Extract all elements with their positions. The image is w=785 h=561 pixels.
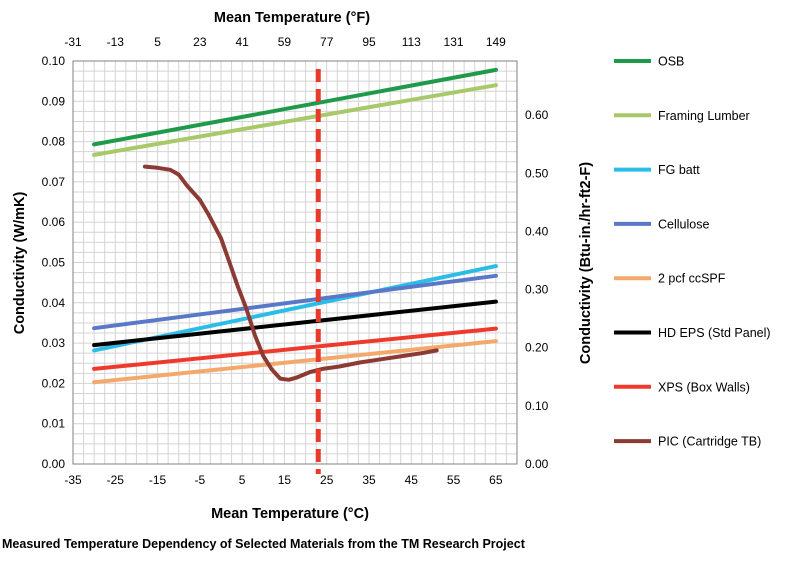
y-axis-title: Conductivity (W/mK) [12,192,28,335]
tick-labels: -35 -25 -15 -5 5 15 25 35 45 55 65 -31 -13 5 23 41 59 77 9… [42,35,549,487]
legend-label-2-pcf-ccspf: 2 pcf ccSPF [658,272,726,286]
legend-label-framing-lumber: Framing Lumber [658,109,750,123]
y-tick-label: 0.08 [42,135,66,149]
y-tick-label: 0.10 [42,54,66,68]
top-x-axis-title: Mean Temperature (°F) [214,10,370,26]
right-y-tick-label: 0.40 [525,224,549,238]
x-tick-label: -25 [107,473,125,487]
x-tick-label: 5 [239,473,246,487]
series-line-hd-eps-std-panel [92,299,498,348]
right-y-tick-label: 0.20 [525,341,549,355]
x-tick-label: 15 [278,473,292,487]
top-x-tick-label: 59 [278,35,292,49]
top-x-tick-label: 41 [235,35,249,49]
y-tick-label: 0.05 [42,256,66,270]
top-x-tick-label: 113 [402,35,421,49]
legend-label-hd-eps-std-panel: HD EPS (Std Panel) [658,326,771,340]
x-tick-label: 55 [447,473,461,487]
top-x-tick-label: -13 [107,35,125,49]
y-tick-label: 0.04 [42,296,66,310]
y-tick-label: 0.00 [42,457,66,471]
series-line-framing-lumber [92,83,498,157]
legend-label-cellulose: Cellulose [658,217,709,231]
x-tick-label: -15 [149,473,167,487]
right-y-axis-title: Conductivity (Btu-in./hr-ft2-F) [578,162,594,364]
y-tick-label: 0.02 [42,376,66,390]
x-tick-label: 65 [489,473,503,487]
x-axis-title: Mean Temperature (°C) [211,506,369,522]
series-layer [92,67,498,385]
top-x-tick-label: -31 [64,35,82,49]
right-y-tick-label: 0.50 [525,166,549,180]
x-tick-label: 25 [320,473,334,487]
right-y-tick-label: 0.60 [525,108,549,122]
series-line-2-pcf-ccspf [92,339,498,385]
y-tick-label: 0.01 [42,417,66,431]
x-tick-label: -5 [195,473,206,487]
y-tick-label: 0.03 [42,336,66,350]
right-y-tick-label: 0.10 [525,399,549,413]
figure-caption: Measured Temperature Dependency of Selec… [2,537,525,551]
x-tick-label: 35 [362,473,376,487]
top-x-tick-label: 131 [444,35,464,49]
legend: OSB Framing Lumber FG batt Cellulose 2 pcf c… [614,55,771,449]
x-tick-label: 45 [405,473,419,487]
series-line-osb [92,67,498,147]
series-line-cellulose [92,273,498,331]
plot-area [72,60,518,465]
right-y-tick-label: 0.30 [525,283,549,297]
legend-label-osb: OSB [658,55,684,69]
y-tick-label: 0.07 [42,175,66,189]
x-tick-label: -35 [64,473,82,487]
top-x-tick-label: 5 [154,35,161,49]
y-tick-label: 0.09 [42,94,66,108]
series-line-pic-cartridge-tb [142,164,439,382]
y-tick-label: 0.06 [42,215,66,229]
legend-label-pic-cartridge-tb: PIC (Cartridge TB) [658,435,761,449]
right-y-tick-label: 0.00 [525,457,549,471]
top-x-tick-label: 23 [193,35,207,49]
series-line-xps-box-walls [92,326,498,371]
top-x-tick-label: 77 [320,35,334,49]
top-x-tick-label: 149 [486,35,506,49]
top-x-tick-label: 95 [362,35,376,49]
legend-label-fg-batt: FG batt [658,163,700,177]
legend-label-xps-box-walls: XPS (Box Walls) [658,380,750,394]
